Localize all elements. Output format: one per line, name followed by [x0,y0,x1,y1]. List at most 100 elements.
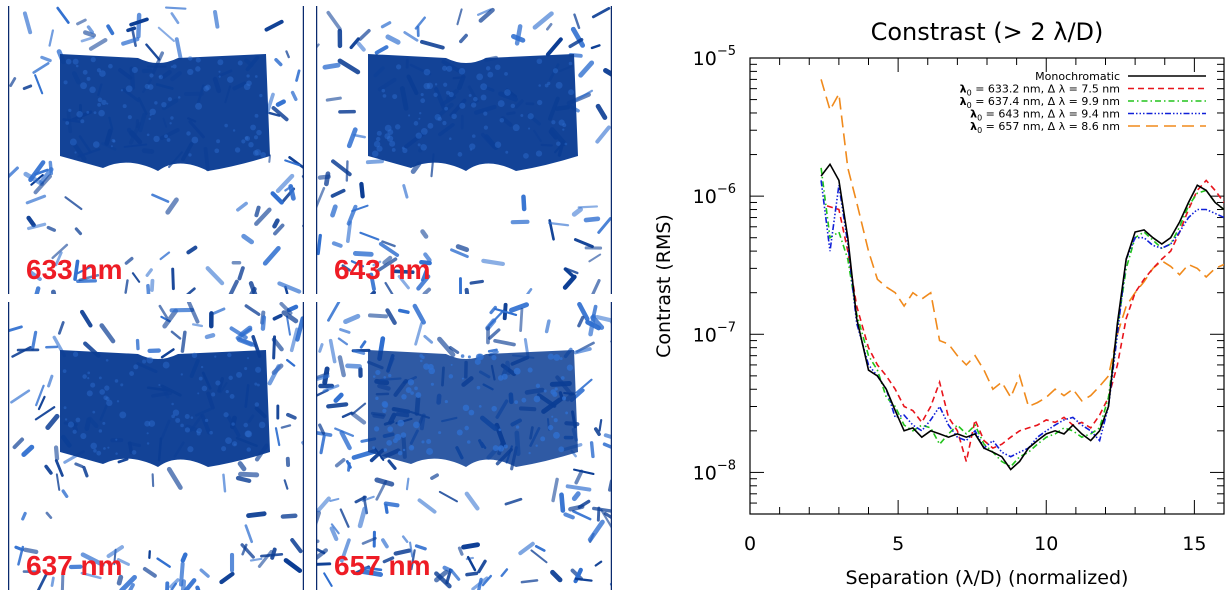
dark-texture [245,430,252,437]
dark-texture [569,62,573,66]
speckle-stroke [334,243,341,245]
speckle-stroke [349,464,350,471]
dark-texture [115,439,117,441]
dark-texture [421,128,428,135]
dark-texture [401,394,406,399]
dark-texture [545,84,549,88]
speckle-stroke [183,582,184,590]
speckle-stroke [386,505,387,512]
dark-texture [107,447,109,449]
dark-texture [403,449,405,451]
dark-texture [247,447,251,451]
dark-texture [216,139,220,143]
dark-texture [201,366,203,368]
dark-texture [413,422,420,429]
dark-texture [229,376,233,380]
dark-texture [73,352,78,357]
speckle-stroke [489,350,496,351]
dark-texture [247,357,249,359]
dark-texture [540,436,545,441]
dark-texture [469,410,475,416]
speckle-image [8,6,304,294]
dark-texture [558,446,564,452]
legend-label: λ0 = 657 nm, Δ λ = 8.6 nm [970,120,1120,135]
speckle-stroke [207,335,213,337]
speckle-stroke [400,310,408,312]
dark-texture [68,109,71,112]
dark-texture [254,135,258,139]
chart-title: Constrast (> 2 λ/D) [871,18,1104,46]
dark-texture [178,96,181,99]
dark-texture [554,418,558,422]
dark-texture [498,445,504,451]
dark-texture [468,355,471,358]
speckle-stroke [291,186,294,198]
dark-texture [87,372,90,375]
dark-texture [421,93,424,96]
speckle-stroke [320,177,329,178]
dark-texture [504,444,508,448]
dark-texture [556,82,563,89]
speckle-panel-633: 633 nm [8,6,304,294]
dark-texture [467,440,471,444]
dark-texture [387,426,393,432]
dark-texture [568,89,574,95]
dark-texture [80,82,87,89]
speckle-stroke [423,232,426,237]
dark-region [368,350,578,467]
dark-texture [163,362,170,369]
speckle-stroke [348,222,350,241]
speckle-stroke [407,479,408,490]
speckle-panel-643: 643 nm [316,6,612,294]
dark-texture [523,153,529,159]
dark-texture [218,71,220,73]
dark-texture [191,416,194,419]
dark-texture [98,110,105,117]
dark-texture [241,139,245,143]
dark-texture [89,87,96,94]
dark-texture [64,80,68,84]
dark-texture [396,64,401,69]
speckle-stroke [586,219,598,220]
speckle-stroke [561,495,562,511]
dark-texture [99,389,105,395]
dark-texture [90,383,95,388]
dark-texture [431,383,434,386]
dark-texture [238,60,243,65]
dark-texture [504,72,508,76]
dark-texture [126,85,133,92]
dark-texture [87,377,89,379]
dark-texture [168,97,172,101]
dark-texture [99,70,106,77]
dark-texture [462,378,464,380]
dark-texture [185,427,190,432]
dark-region [368,54,578,171]
dark-texture [98,98,103,103]
dark-texture [544,390,547,393]
dark-texture [63,369,67,373]
x-tick-label: 10 [1034,533,1058,555]
dark-texture [149,73,153,77]
dark-texture [65,418,67,420]
dark-texture [257,384,260,387]
dark-texture [438,431,441,434]
dark-texture [421,440,424,443]
dark-texture [562,128,564,130]
dark-texture [167,138,171,142]
speckle-stroke [241,474,257,475]
dark-texture [66,59,72,65]
speckle-stroke [347,366,359,367]
dark-texture [250,125,256,131]
dark-texture [215,380,220,385]
dark-texture [115,379,119,383]
speckle-stroke [23,513,25,519]
series-line-3 [821,180,1224,456]
dark-texture [169,122,171,124]
dark-texture [550,389,556,395]
speckle-stroke [521,309,522,330]
dark-texture [106,359,109,362]
dark-texture [374,426,379,431]
dark-texture [175,418,180,423]
series-line-1 [827,180,1224,461]
dark-texture [375,370,380,375]
